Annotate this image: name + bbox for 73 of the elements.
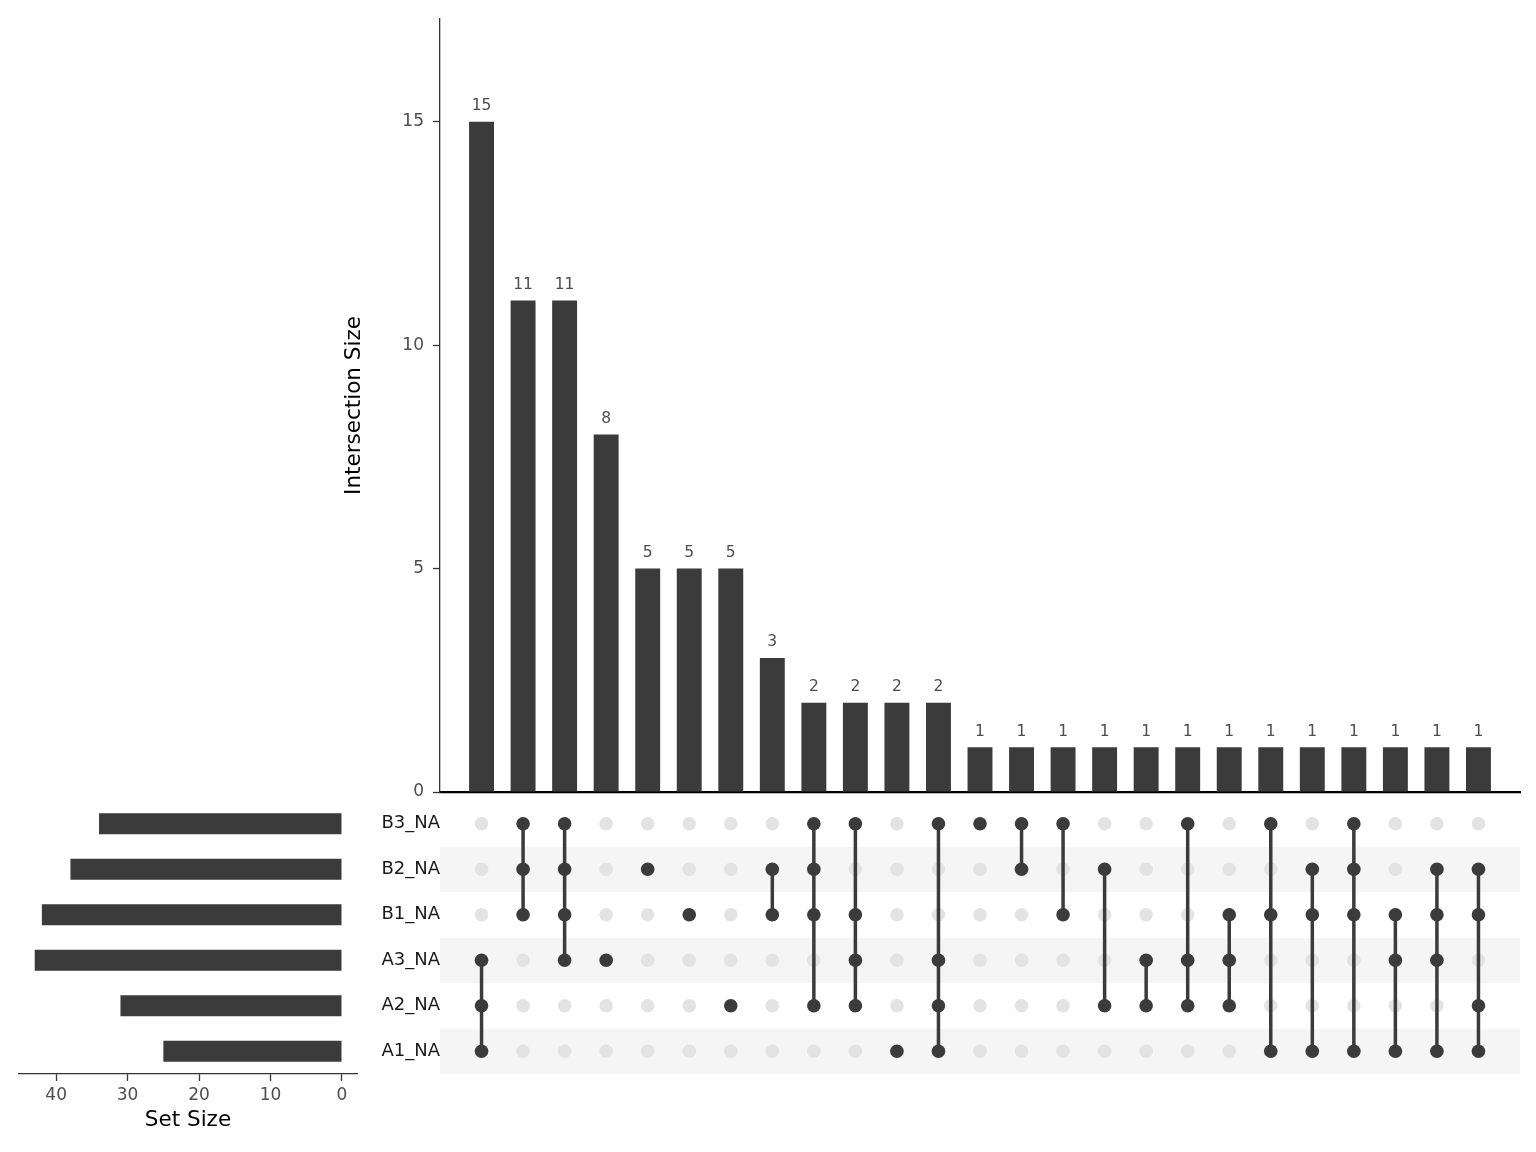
y-tick-label: A1_NA <box>381 1038 441 1061</box>
bar <box>801 702 827 792</box>
y-axis-title: Intersection Size <box>340 316 366 495</box>
data-label: 1 <box>1099 721 1110 740</box>
bar <box>1092 747 1118 792</box>
bar <box>676 568 702 792</box>
bar <box>99 813 342 835</box>
bar <box>552 300 578 792</box>
y-tick-label: A2_NA <box>381 993 441 1016</box>
bar <box>163 1040 342 1062</box>
y-tick-label: 10 <box>402 333 424 354</box>
bar <box>759 657 785 792</box>
y-tick-label: 15 <box>402 110 424 131</box>
bar <box>469 121 494 792</box>
bar <box>1299 747 1325 792</box>
y-tick-label: B1_NA <box>381 902 441 925</box>
data-label: 2 <box>933 676 944 695</box>
data-label: 11 <box>513 274 533 293</box>
data-label: 1 <box>1141 721 1152 740</box>
data-label: 1 <box>1307 721 1318 740</box>
bar <box>1382 747 1408 792</box>
data-label: 3 <box>767 632 778 651</box>
x-tick-label: 0 <box>336 1083 348 1104</box>
x-tick-label: 40 <box>45 1083 67 1104</box>
data-label: 15 <box>471 96 492 115</box>
data-label: 2 <box>850 676 861 695</box>
data-label: 5 <box>642 542 653 561</box>
data-label: 1 <box>1431 721 1442 740</box>
bar <box>842 702 868 792</box>
bar <box>1216 747 1242 792</box>
data-label: 1 <box>1058 721 1069 740</box>
data-label: 1 <box>1016 721 1027 740</box>
x-tick-label: 30 <box>116 1083 139 1104</box>
bar <box>718 568 744 792</box>
data-label: 1 <box>1182 721 1193 740</box>
bar <box>41 904 342 926</box>
y-tick-label: A3_NA <box>381 947 441 970</box>
x-tick-label: 10 <box>259 1083 282 1104</box>
bar <box>1133 747 1159 792</box>
bar <box>884 702 910 792</box>
data-label: 2 <box>891 676 902 695</box>
data-label: 1 <box>1265 721 1276 740</box>
data-label: 5 <box>725 542 736 561</box>
data-label: 2 <box>808 676 819 695</box>
data-label: 1 <box>975 721 985 740</box>
bar <box>967 747 993 792</box>
bar <box>70 858 342 880</box>
bar <box>1050 747 1076 792</box>
bar <box>1424 747 1450 792</box>
data-label: 1 <box>1473 721 1484 740</box>
bar <box>926 702 951 792</box>
bar <box>1175 747 1201 792</box>
bar <box>1466 747 1491 792</box>
data-label: 5 <box>684 542 695 561</box>
bar <box>510 300 536 792</box>
data-label: 8 <box>601 408 612 427</box>
y-tick-label: 5 <box>413 557 424 578</box>
data-label: 11 <box>554 274 575 293</box>
data-label: 1 <box>1390 721 1401 740</box>
bar <box>1009 747 1034 792</box>
bar <box>593 434 619 792</box>
x-axis-title: Set Size <box>144 1105 232 1131</box>
y-tick-label: B2_NA <box>381 856 441 879</box>
bar <box>34 949 342 971</box>
y-tick-label: B3_NA <box>381 811 441 834</box>
x-tick-label: 20 <box>188 1083 210 1104</box>
bar <box>120 995 342 1017</box>
data-label: 1 <box>1348 721 1359 740</box>
bar <box>1258 747 1284 792</box>
y-tick-label: 0 <box>413 780 424 801</box>
data-label: 1 <box>1224 721 1235 740</box>
bar <box>1341 747 1367 792</box>
bar <box>635 568 661 792</box>
